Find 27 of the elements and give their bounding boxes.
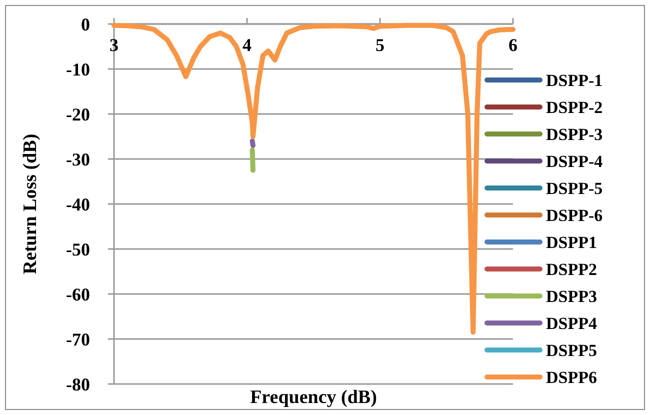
y-tick-label: -30	[66, 149, 90, 170]
legend-label: DSPP4	[546, 314, 598, 333]
y-tick-label: -50	[66, 239, 90, 260]
x-tick-label: 5	[376, 35, 384, 55]
x-axis-title: Frequency (dB)	[250, 387, 377, 408]
legend-label: DSPP2	[546, 260, 597, 279]
legend-label: DSPP1	[546, 232, 597, 252]
y-tick-label: -40	[66, 194, 90, 214]
y-tick-label: -60	[66, 284, 90, 304]
legend-label: DSPP-5	[546, 178, 603, 198]
legend-label: DSPP-3	[546, 124, 603, 144]
y-axis-title: Return Loss (dB)	[20, 134, 41, 274]
y-tick-label: -70	[66, 329, 90, 350]
x-tick-label: 6	[508, 35, 518, 55]
y-tick-label: -20	[66, 104, 90, 124]
x-tick-label: 3	[110, 35, 118, 55]
legend-label: DSPP3	[546, 286, 597, 306]
y-tick-label: -10	[66, 59, 90, 80]
y-tick-label: 0	[81, 14, 90, 34]
legend-label: DSPP-1	[546, 70, 603, 90]
x-tick-label: 4	[242, 35, 252, 55]
y-tick-label: -80	[66, 374, 90, 394]
legend-label: DSPP-6	[546, 206, 603, 225]
legend-label: DSPP-2	[546, 98, 603, 117]
legend-label: DSPP5	[546, 340, 597, 360]
legend-label: DSPP6	[546, 368, 597, 387]
legend-label: DSPP-4	[546, 152, 604, 171]
